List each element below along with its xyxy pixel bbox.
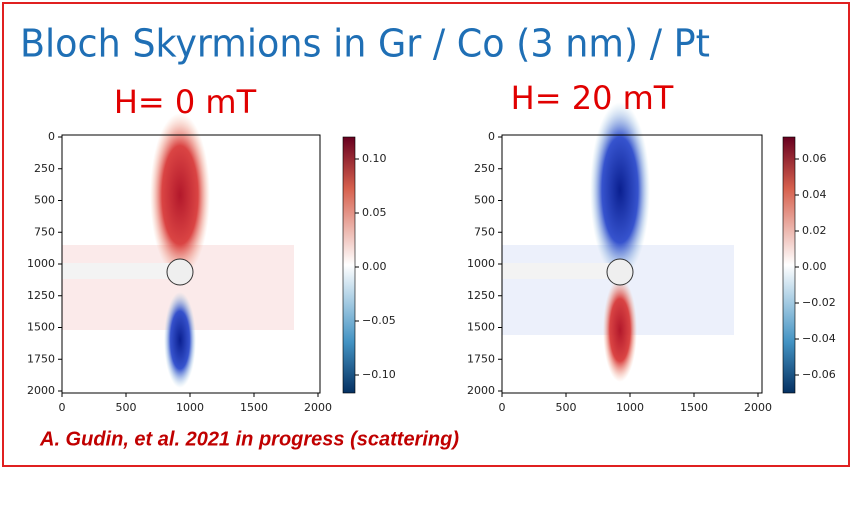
x-tick-label: 1000 (176, 401, 204, 414)
heatmap (61, 113, 356, 394)
colorbar-label: 0.10 (362, 152, 387, 165)
y-tick-label: 750 (474, 225, 495, 238)
y-tick-label: 1750 (467, 352, 495, 365)
y-tick-label: 1500 (27, 321, 55, 334)
colorbar-label: −0.02 (802, 296, 836, 309)
title: Bloch Skyrmions in Gr / Co (3 nm) / Pt (20, 22, 710, 66)
colorbar-label: 0.02 (802, 224, 827, 237)
y-tick-label: 250 (474, 162, 495, 175)
colorbar-label: −0.04 (802, 332, 836, 345)
x-tick-label: 2000 (304, 401, 332, 414)
x-tick-label: 500 (116, 401, 137, 414)
heatmap (501, 102, 796, 394)
colorbar-label: −0.10 (362, 368, 396, 381)
y-tick-label: 500 (34, 194, 55, 207)
panel-label: H= 20 mT (511, 79, 674, 117)
x-tick-label: 2000 (744, 401, 772, 414)
y-tick-label: 500 (474, 194, 495, 207)
x-tick-label: 0 (59, 401, 66, 414)
y-tick-label: 0 (488, 130, 495, 143)
x-tick-label: 1000 (616, 401, 644, 414)
y-tick-label: 2000 (467, 384, 495, 397)
y-tick-label: 1250 (27, 289, 55, 302)
y-tick-label: 750 (34, 225, 55, 238)
x-tick-label: 500 (556, 401, 577, 414)
y-tick-label: 0 (48, 130, 55, 143)
x-tick-label: 0 (499, 401, 506, 414)
colorbar-label: 0.05 (362, 206, 387, 219)
colorbar-label: 0.06 (802, 152, 827, 165)
y-tick-label: 1500 (467, 321, 495, 334)
colorbar-label: 0.04 (802, 188, 827, 201)
colorbar-label: 0.00 (802, 260, 827, 273)
y-tick-label: 2000 (27, 384, 55, 397)
x-tick-label: 1500 (680, 401, 708, 414)
slide-frame (2, 2, 850, 467)
colorbar-label: −0.06 (802, 368, 836, 381)
y-tick-label: 1250 (467, 289, 495, 302)
colorbar-label: 0.00 (362, 260, 387, 273)
y-tick-label: 1000 (27, 257, 55, 270)
colorbar-label: −0.05 (362, 314, 396, 327)
y-tick-label: 1750 (27, 352, 55, 365)
x-tick-label: 1500 (240, 401, 268, 414)
y-tick-label: 250 (34, 162, 55, 175)
citation: A. Gudin, et al. 2021 in progress (scatt… (39, 428, 459, 450)
y-tick-label: 1000 (467, 257, 495, 270)
